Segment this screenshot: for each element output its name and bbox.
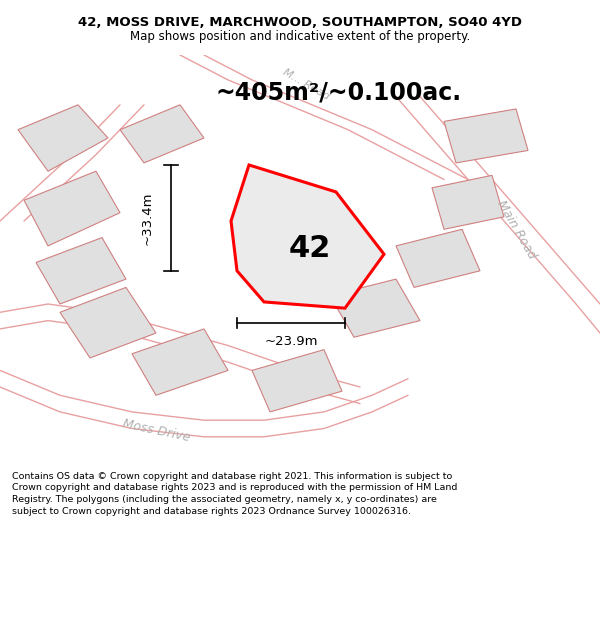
- Polygon shape: [231, 165, 384, 308]
- Text: M... Road: M... Road: [281, 67, 331, 101]
- Text: 42: 42: [289, 234, 331, 263]
- Polygon shape: [432, 176, 504, 229]
- Text: Main Road: Main Road: [494, 198, 538, 261]
- Text: 42, MOSS DRIVE, MARCHWOOD, SOUTHAMPTON, SO40 4YD: 42, MOSS DRIVE, MARCHWOOD, SOUTHAMPTON, …: [78, 16, 522, 29]
- Polygon shape: [36, 238, 126, 304]
- Polygon shape: [120, 105, 204, 163]
- Text: ~33.4m: ~33.4m: [140, 191, 154, 244]
- Text: ~23.9m: ~23.9m: [264, 335, 318, 348]
- Polygon shape: [18, 105, 108, 171]
- Polygon shape: [60, 288, 156, 358]
- Polygon shape: [444, 109, 528, 163]
- Polygon shape: [330, 279, 420, 338]
- Polygon shape: [132, 329, 228, 395]
- Polygon shape: [24, 171, 120, 246]
- Polygon shape: [396, 229, 480, 288]
- Text: ~405m²/~0.100ac.: ~405m²/~0.100ac.: [216, 81, 462, 104]
- Text: Map shows position and indicative extent of the property.: Map shows position and indicative extent…: [130, 30, 470, 43]
- Polygon shape: [252, 349, 342, 412]
- Text: Moss Drive: Moss Drive: [121, 417, 191, 444]
- Text: Contains OS data © Crown copyright and database right 2021. This information is : Contains OS data © Crown copyright and d…: [12, 471, 457, 516]
